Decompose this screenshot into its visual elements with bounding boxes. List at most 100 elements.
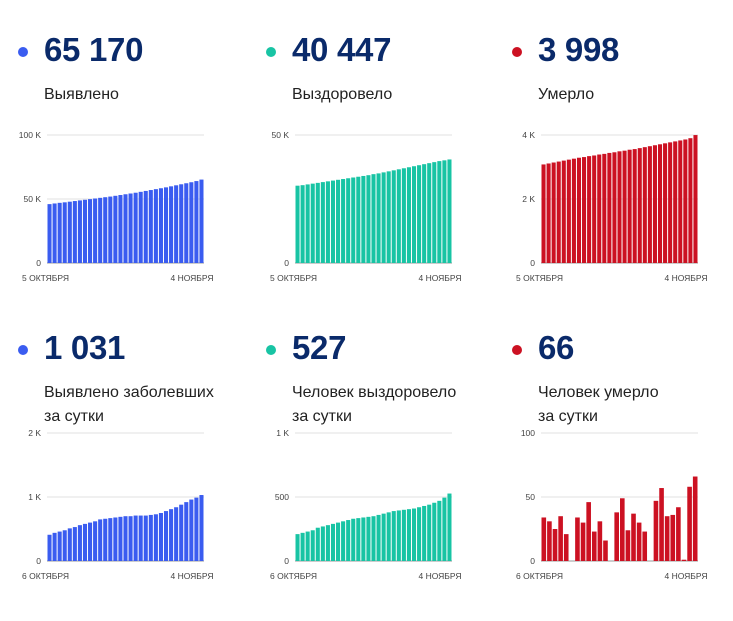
bar: [663, 143, 668, 263]
stat-label: Человек умерло за сутки: [538, 381, 659, 429]
bar: [587, 156, 592, 263]
bar: [422, 164, 427, 263]
bar: [113, 195, 118, 263]
bar: [586, 502, 591, 561]
stat-value: 40 447: [292, 31, 392, 68]
bar: [336, 522, 341, 561]
bar: [591, 531, 597, 561]
bar: [199, 179, 204, 263]
y-tick-label: 100: [521, 428, 535, 438]
bar: [592, 155, 597, 263]
bar: [371, 516, 376, 561]
y-tick-label: 50: [526, 492, 536, 502]
bar: [541, 164, 546, 263]
bar: [52, 203, 57, 263]
bar: [330, 180, 336, 263]
x-tick-label: 4 НОЯБРЯ: [419, 273, 462, 283]
bar: [551, 162, 556, 263]
bar: [128, 516, 133, 561]
bar: [143, 190, 148, 263]
bar: [356, 518, 361, 561]
bar: [612, 152, 617, 263]
bar: [158, 513, 163, 561]
bar: [558, 516, 563, 561]
stat-label: Выздоровело: [292, 83, 392, 107]
bar: [310, 183, 315, 263]
cases-daily-chart: 0 1 K 2 K 6 ОКТЯБРЯ 4 НОЯБРЯ: [22, 428, 214, 581]
bar: [366, 175, 371, 263]
bar: [163, 511, 169, 561]
bar: [341, 179, 346, 263]
bar: [582, 157, 587, 263]
stat-label-line: Выздоровело: [292, 86, 393, 103]
bar: [153, 189, 158, 263]
bar: [432, 162, 437, 263]
bar: [315, 182, 320, 263]
y-tick-label: 2 K: [28, 428, 41, 438]
bar: [72, 201, 77, 263]
y-tick-label: 0: [530, 258, 535, 268]
bar: [305, 531, 310, 561]
bar: [659, 488, 664, 561]
bar: [194, 497, 199, 561]
bar: [88, 199, 93, 263]
stat-label-line: за сутки: [292, 408, 352, 425]
x-tick-label: 6 ОКТЯБРЯ: [270, 571, 317, 581]
bar: [541, 517, 547, 561]
bar: [636, 522, 642, 561]
stat-label-line: за сутки: [44, 408, 104, 425]
bar: [411, 166, 417, 263]
cases-daily-panel: 1 031 Выявлено заболевших за сутки 0 1 K 2 K 6…: [14, 323, 244, 613]
deaths-total-chart: 0 2 K 4 K 5 ОКТЯБРЯ 4 НОЯБРЯ: [516, 130, 708, 283]
bar: [57, 531, 62, 561]
bar: [668, 142, 673, 263]
bar: [158, 188, 163, 263]
bar: [683, 139, 688, 263]
x-tick-label: 4 НОЯБРЯ: [665, 571, 708, 581]
bar: [67, 528, 72, 561]
legend-dot: [512, 47, 522, 57]
bar: [62, 202, 67, 263]
x-tick-label: 5 ОКТЯБРЯ: [516, 273, 563, 283]
bar: [627, 149, 632, 263]
bar: [98, 197, 103, 263]
bar: [386, 512, 391, 561]
bar: [351, 518, 356, 561]
legend-dot: [18, 345, 28, 355]
stat-label-line: Выявлено: [44, 86, 119, 103]
bar: [356, 176, 361, 263]
bar: [351, 177, 356, 263]
bar: [184, 183, 189, 263]
stat-label-line: за сутки: [538, 408, 598, 425]
bar: [346, 178, 351, 263]
deaths-daily-panel: 66 Человек умерло за сутки 0 50 100 6 ОКТЯБРЯ 4…: [508, 323, 733, 613]
bar: [295, 534, 300, 561]
recovered-total-chart: 0 50 K 5 ОКТЯБРЯ 4 НОЯБРЯ: [270, 130, 462, 283]
bar: [597, 521, 603, 561]
stat-label-line: Человек выздоровело: [292, 384, 457, 401]
bar: [138, 191, 143, 263]
stat-label: Человек выздоровело за сутки: [292, 381, 456, 429]
bar: [447, 159, 452, 263]
stat-label: Выявлено: [44, 83, 119, 107]
bar: [676, 507, 681, 561]
legend-dot: [512, 345, 522, 355]
stat-value: 66: [538, 329, 575, 366]
y-tick-label: 1 K: [28, 492, 41, 502]
y-tick-label: 0: [36, 556, 41, 566]
bar: [174, 507, 179, 561]
bar: [670, 514, 676, 561]
bar: [432, 502, 437, 561]
y-tick-label: 50 K: [24, 194, 42, 204]
bar: [597, 154, 602, 263]
bar: [113, 517, 118, 561]
bar: [346, 520, 351, 561]
bar: [678, 140, 683, 263]
x-tick-label: 4 НОЯБРЯ: [419, 571, 462, 581]
bar: [320, 182, 325, 263]
bar: [118, 195, 123, 263]
bar: [174, 185, 179, 263]
bar: [552, 529, 558, 561]
bar: [315, 527, 320, 561]
bar: [300, 185, 305, 263]
